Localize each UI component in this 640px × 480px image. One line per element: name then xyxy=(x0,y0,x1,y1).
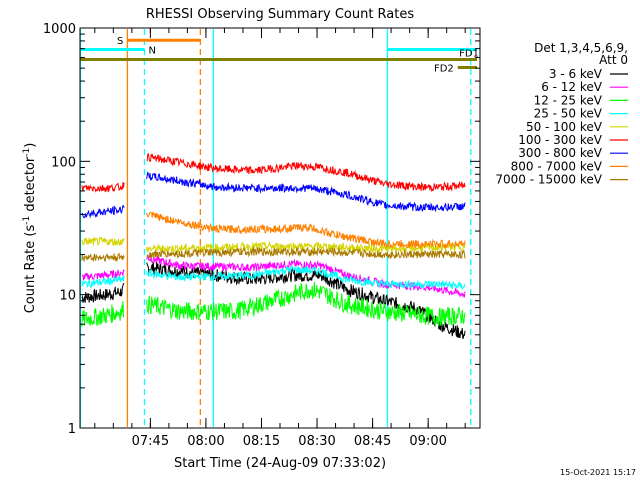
series-6-segment-0 xyxy=(81,204,125,219)
y-axis-label-part1: Count Rate (s xyxy=(23,225,38,314)
y-axis-ticks: 1 10 100 1000 xyxy=(43,22,480,437)
y-axis-label-sup1: -1 xyxy=(22,216,32,225)
series-7-segment-0 xyxy=(146,211,466,250)
series-4-segment-0 xyxy=(81,236,125,247)
legend-label-1: 6 - 12 keV xyxy=(541,80,603,94)
y-tick-label: 1 xyxy=(68,422,76,437)
x-axis-label: Start Time (24-Aug-09 07:33:02) xyxy=(174,456,386,471)
series-2-segment-0 xyxy=(81,301,125,327)
y-tick-label: 1000 xyxy=(43,22,76,37)
series-2-segment-1 xyxy=(146,281,466,327)
legend-label-7: 800 - 7000 keV xyxy=(511,159,603,173)
x-tick-label: 08:15 xyxy=(243,434,280,449)
legend-header-attenuator: Att 0 xyxy=(599,53,628,67)
series-3-segment-0 xyxy=(81,275,125,288)
legend-label-4: 50 - 100 keV xyxy=(526,120,603,134)
x-tick-label: 08:45 xyxy=(354,434,391,449)
legend-label-8: 7000 - 15000 keV xyxy=(495,173,602,187)
series-lines xyxy=(81,152,466,339)
series-8-segment-1 xyxy=(146,246,466,260)
legend-label-5: 100 - 300 keV xyxy=(518,133,602,147)
series-6-segment-1 xyxy=(146,171,466,212)
series-8-segment-0 xyxy=(81,252,125,263)
series-3-segment-1 xyxy=(146,265,466,290)
series-1-segment-0 xyxy=(81,269,125,281)
series-5-segment-1 xyxy=(146,152,466,193)
generation-timestamp: 15-Oct-2021 15:17 xyxy=(560,468,636,477)
legend-label-0: 3 - 6 keV xyxy=(549,67,603,81)
y-tick-label: 100 xyxy=(51,155,76,170)
interval-bars: S N FD1 FD2 xyxy=(80,36,479,75)
legend-label-3: 25 - 50 keV xyxy=(534,107,603,121)
interval-label-0: S xyxy=(117,36,123,47)
interval-label-1: N xyxy=(148,45,155,56)
series-0-segment-0 xyxy=(81,283,125,303)
x-tick-label: 08:30 xyxy=(298,434,335,449)
y-tick-label: 10 xyxy=(59,289,76,304)
series-5-segment-0 xyxy=(81,181,125,193)
interval-label-3: FD1 xyxy=(459,49,479,60)
legend-header-detectors: Det 1,3,4,5,6,9, xyxy=(534,41,628,55)
x-tick-label: 08:00 xyxy=(187,434,224,449)
y-axis-label: Count Rate (s-1 detector-1) xyxy=(22,143,38,314)
y-axis-label-part2: detector xyxy=(23,156,38,216)
series-0-segment-1 xyxy=(146,261,466,339)
x-tick-label: 09:00 xyxy=(409,434,446,449)
y-axis-label-sup2: -1 xyxy=(22,148,32,157)
x-axis-ticks: 07:45 08:00 08:15 08:30 08:45 09:00 xyxy=(94,28,466,449)
x-tick-label: 07:45 xyxy=(132,434,169,449)
legend-label-6: 300 - 800 keV xyxy=(518,146,602,160)
legend-label-2: 12 - 25 keV xyxy=(534,93,603,107)
chart-title: RHESSI Observing Summary Count Rates xyxy=(146,7,415,22)
interval-label-4: FD2 xyxy=(434,64,454,75)
y-axis-label-close: ) xyxy=(23,143,38,148)
